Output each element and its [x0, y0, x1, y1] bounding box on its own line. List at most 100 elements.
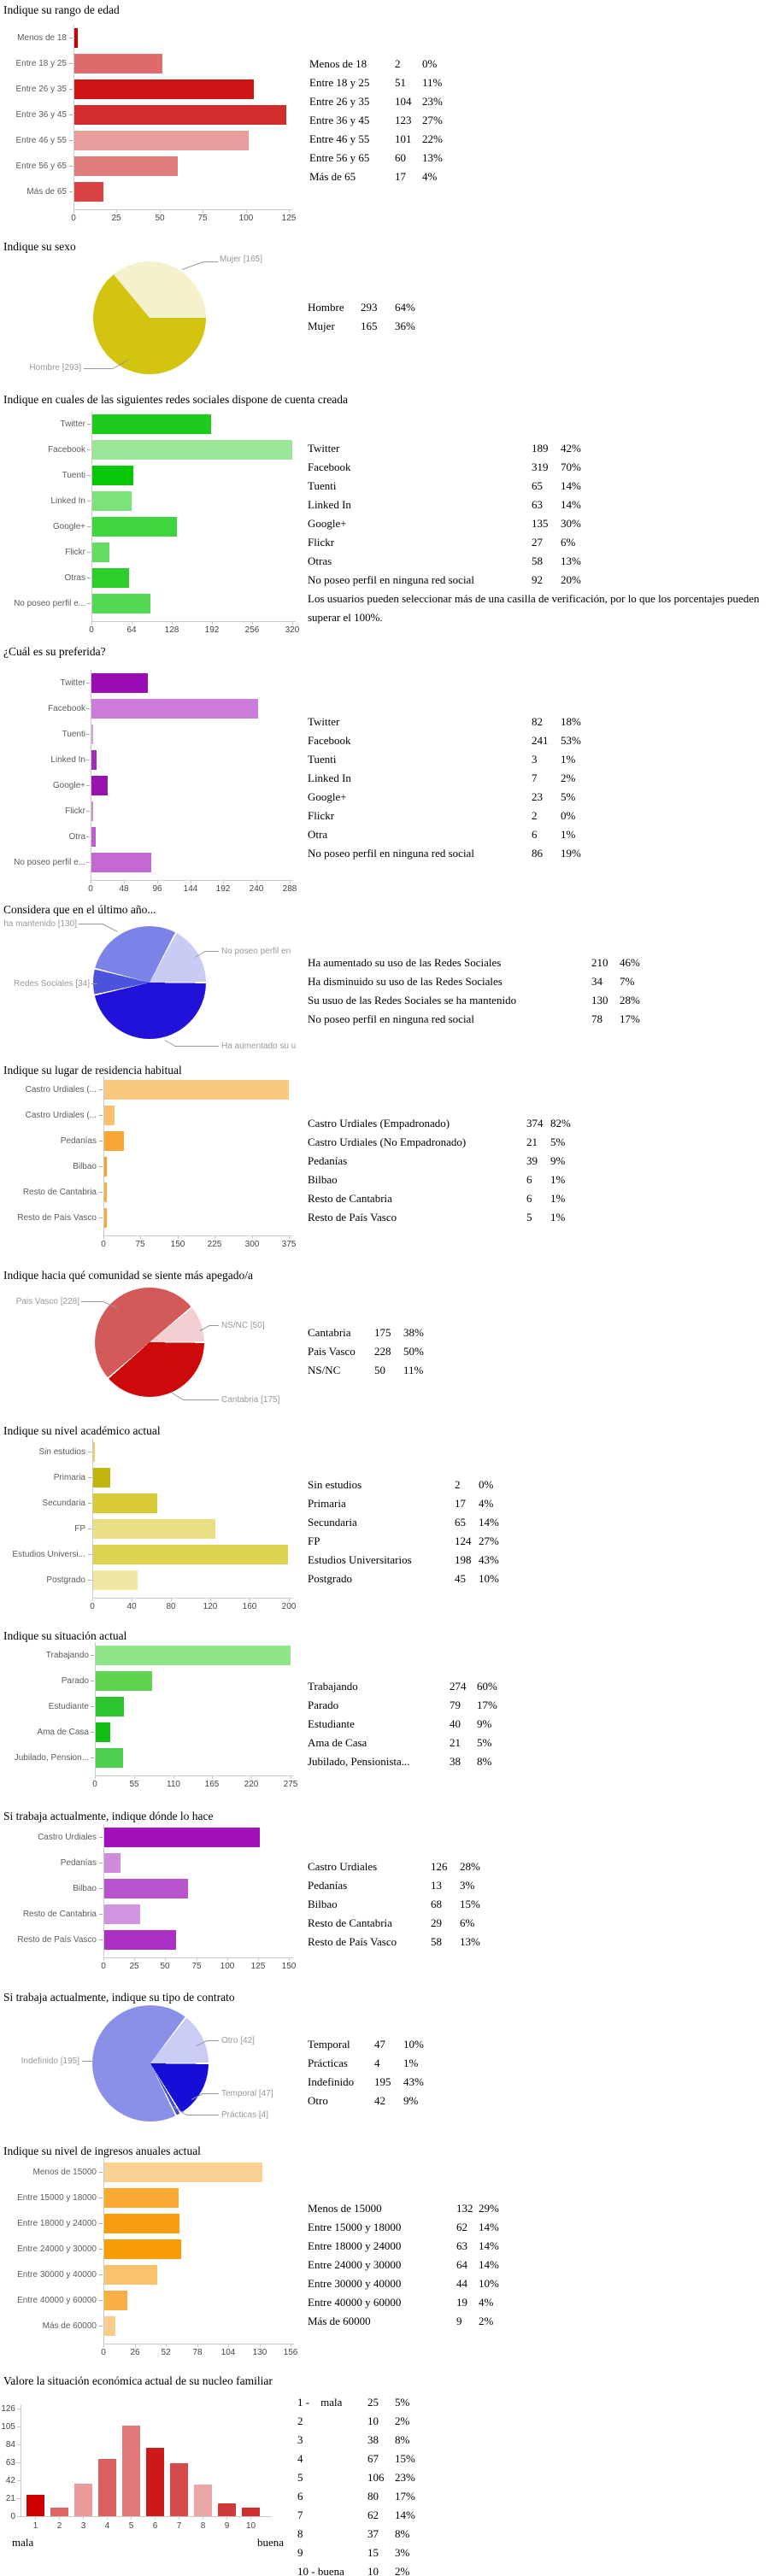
x-axis-tick-label: 50 — [160, 1962, 170, 1971]
table-row: 2 10 2% — [297, 2412, 409, 2431]
table-cell-label: Tuenti — [308, 753, 337, 766]
bar-residencia-2 — [104, 1131, 124, 1151]
category-tick — [87, 526, 91, 527]
table-cell-label: Más de 60000 — [308, 2315, 371, 2327]
table-cell-label: Entre 15000 y 18000 — [308, 2221, 402, 2233]
table-row: Entre 30000 y 40000 44 10% — [308, 2274, 499, 2293]
table-cell-percent: 14% — [479, 2221, 499, 2233]
category-tick — [86, 836, 90, 837]
bar-edad-5 — [74, 156, 178, 176]
pie-chart-tipo-contrato — [92, 2005, 209, 2121]
table-cell-percent: 14% — [395, 2509, 415, 2521]
x-axis-tick — [289, 209, 290, 213]
table-row: Menos de 18 2 0% — [309, 55, 437, 73]
bar-preferida-2 — [91, 725, 93, 744]
table-cell-label: Google+ — [308, 517, 347, 530]
table-cell-label: Prácticas — [308, 2057, 348, 2069]
pie-callout-label: Cantabria [175] — [221, 1395, 280, 1405]
table-cell-label: Entre 26 y 35 — [309, 95, 370, 108]
x-axis-tick-label: 25 — [111, 214, 121, 223]
table-row: NS/NC 50 11% — [308, 1361, 423, 1380]
table-cell-percent: 2% — [479, 2315, 494, 2327]
x-axis-tick-label: 192 — [204, 625, 220, 635]
table-row: Ama de Casa 21 5% — [308, 1734, 491, 1752]
table-row: Sin estudios 2 0% — [308, 1476, 493, 1494]
table-cell-label: Ha disminuido su uso de las Redes Social… — [308, 975, 503, 988]
pie-callout-line — [202, 2093, 219, 2094]
pie-callout-label: Hombre [293] — [29, 363, 81, 373]
x-axis-tick-label: 225 — [207, 1240, 222, 1249]
x-axis-tick — [95, 1775, 96, 1779]
category-tick — [99, 1166, 103, 1167]
x-axis-tick — [226, 2516, 227, 2520]
pie-callout-label: Indefinido [195] — [21, 2057, 79, 2066]
multi-select-note: Los usuarios pueden seleccionar más de u… — [308, 592, 760, 624]
table-row: 6 80 17% — [297, 2487, 415, 2506]
table-cell-percent: 1% — [561, 753, 576, 766]
bar-label: Entre 18 y 25 — [15, 59, 67, 68]
table-cell-label: Estudiante — [308, 1717, 355, 1730]
table-cell-percent: 10% — [403, 2038, 424, 2051]
table-cell-label: NS/NC — [308, 1364, 341, 1376]
table-cell-percent: 0% — [479, 1478, 494, 1491]
section-title-preferida: ¿Cuál es su preferida? — [3, 645, 106, 658]
table-cell-count: 38 — [367, 2433, 379, 2446]
y-axis-tick — [17, 2426, 21, 2427]
table-cell-count: 34 — [591, 975, 602, 988]
table-cell-percent: 13% — [422, 151, 443, 164]
table-cell-label: Ama de Casa — [308, 1736, 367, 1749]
category-tick — [86, 683, 90, 684]
x-axis-tick-label: 125 — [250, 1962, 266, 1971]
table-cell-label: Twitter — [308, 442, 340, 455]
bar-situacion-0 — [96, 1646, 291, 1665]
table-cell-percent: 82% — [550, 1117, 571, 1130]
bar-label: FP — [74, 1524, 85, 1534]
bar-label: Otra — [68, 832, 85, 842]
x-axis-tick-label: 0 — [89, 625, 94, 635]
table-row: Flickr 2 0% — [308, 807, 575, 825]
x-axis-tick-label: 125 — [281, 214, 297, 223]
bar-edad-2 — [74, 79, 254, 99]
category-tick — [99, 1115, 103, 1116]
table-cell-percent: 4% — [479, 1497, 494, 1510]
table-cell-percent: 28% — [620, 994, 640, 1006]
pie-callout-label: Prácticas [4] — [221, 2110, 269, 2120]
table-row: Postgrado 45 10% — [308, 1570, 499, 1588]
bar-ingresos-4 — [104, 2265, 157, 2285]
bar-label: Jubilado, Pension... — [14, 1753, 89, 1763]
bar-lugar-trabajo-4 — [104, 1930, 176, 1950]
bar-label: Trabajando — [45, 1651, 89, 1660]
table-cell-percent: 3% — [460, 1879, 475, 1892]
category-tick — [87, 424, 91, 425]
bar-label: Parado — [61, 1676, 89, 1686]
category-tick — [87, 449, 91, 450]
bar-redes-sociales-4 — [92, 517, 177, 537]
table-cell-label: 1 - mala — [297, 2396, 343, 2409]
table-cell-percent: 1% — [550, 1192, 566, 1205]
bar-label: Tuenti — [62, 730, 85, 739]
bar-label: Google+ — [52, 781, 85, 790]
x-axis-tick — [103, 1957, 104, 1961]
table-cell-count: 6 — [526, 1173, 532, 1186]
table-row: Otras 58 13% — [308, 552, 581, 571]
table-cell-count: 67 — [367, 2452, 379, 2465]
x-axis-tick — [171, 1598, 172, 1601]
bar-label: No poseo perfil e... — [14, 858, 85, 867]
x-axis-tick — [228, 2344, 229, 2347]
x-axis-tick-label: 192 — [215, 884, 231, 894]
table-row: Tuenti 65 14% — [308, 477, 581, 496]
table-cell-percent: 1% — [561, 828, 576, 841]
table-row: Ha disminuido su uso de las Redes Social… — [308, 972, 634, 991]
table-row: 3 38 8% — [297, 2431, 409, 2450]
table-row: Tuenti 3 1% — [308, 750, 575, 769]
category-tick — [99, 1939, 103, 1940]
table-row: Entre 24000 y 30000 64 14% — [308, 2256, 499, 2274]
bar-label: Facebook — [48, 704, 85, 713]
table-cell-label: Resto de Cantabria — [308, 1916, 392, 1929]
table-cell-label: Linked In — [308, 498, 351, 511]
table-cell-percent: 36% — [395, 320, 415, 332]
table-cell-count: 63 — [456, 2239, 467, 2252]
table-cell-count: 19 — [456, 2296, 467, 2309]
x-axis-tick-label: 50 — [155, 214, 165, 223]
